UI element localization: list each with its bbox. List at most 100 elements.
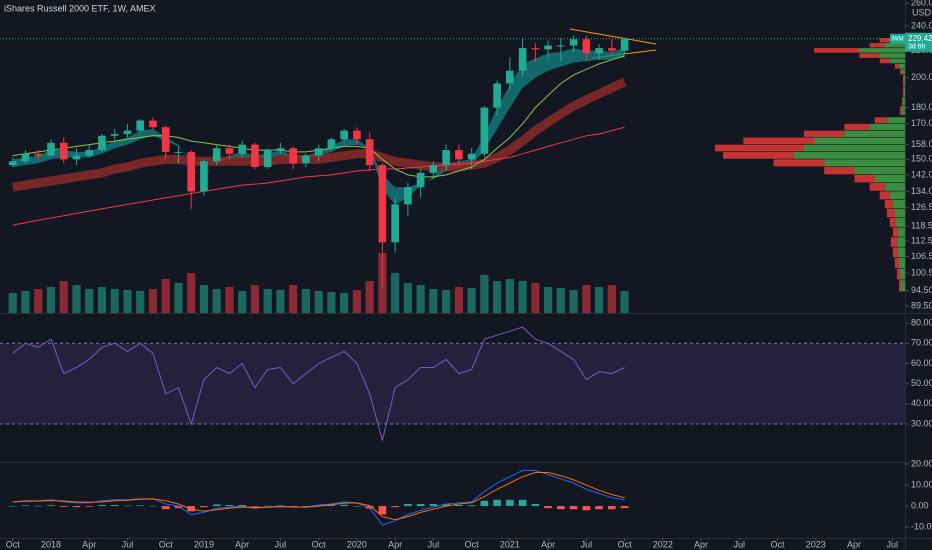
profile-down [773,159,825,167]
x-tick-label: Jul [886,539,898,549]
volume-bar [8,293,17,313]
candle-body [263,150,272,168]
macd-histogram [289,506,297,507]
macd-histogram [595,506,603,510]
profile-down [899,69,902,75]
macd-histogram [123,505,132,507]
profile-down [902,87,904,97]
macd-histogram [136,505,145,507]
volume-bar [365,281,374,313]
volume-bar [85,289,94,313]
macd-histogram [161,506,170,510]
x-tick-label: Apr [82,539,96,549]
y-tick-label: 50.00 [911,378,932,388]
macd-histogram [518,499,527,507]
candle-body [569,39,578,46]
y-tick-label: 0.00 [911,500,929,510]
y-tick-label: 200.00 [911,72,932,82]
macd-histogram [467,505,476,507]
macd-histogram [21,505,30,507]
profile-down [902,79,904,88]
profile-down [854,174,875,183]
profile-up [889,191,905,200]
chart-title: iShares Russell 2000 ETF, 1W, AMEX [4,3,156,13]
volume-bar [225,287,234,313]
candle-body [72,155,81,160]
macd-histogram [608,506,616,510]
profile-down [890,237,897,247]
volume-bar [429,289,438,313]
x-tick-label: Jul [275,539,287,549]
candle-body [21,153,30,162]
x-tick-label: Oct [159,539,174,549]
candle-body [557,45,565,47]
profile-up [902,96,905,106]
volume-bar [110,289,119,313]
profile-up [874,174,905,183]
profile-up [859,48,905,53]
candle-body [276,148,285,151]
macd-histogram [327,505,336,507]
macd-histogram [251,506,259,507]
candle-body [416,172,425,188]
x-tick-label: Oct [618,539,633,549]
volume-bar [531,283,540,313]
volume-bar [161,279,170,313]
x-tick-label: Jul [734,539,746,549]
candle-body [365,139,374,166]
x-tick-label: Apr [235,539,249,549]
macd-histogram [72,506,81,508]
volume-bar [340,293,349,313]
macd-histogram [238,505,247,507]
y-tick-label: 118.50 [911,221,932,231]
profile-up [894,208,905,218]
macd-line [12,469,625,526]
profile-up [899,268,905,280]
profile-up [895,218,905,227]
profile-up [803,144,905,152]
x-tick-label: 2018 [41,539,61,549]
moving-average [12,126,625,226]
candle-body [404,187,412,205]
volume-bar [250,285,260,313]
candle-body [467,153,476,160]
volume-bar [454,287,463,313]
x-tick-label: 2023 [806,539,826,549]
macd-histogram [557,506,565,510]
candle-body [518,48,527,71]
volume-bar [595,287,604,313]
macd-histogram [225,505,234,507]
volume-bar [327,292,336,313]
macd-histogram [442,503,450,507]
x-tick-label: Oct [312,539,327,549]
candle-body [98,135,106,151]
candle-body [85,150,94,156]
volume-bar [493,281,502,313]
y-tick-label: 40.00 [911,398,932,408]
symbol-tag: IWM [891,36,903,42]
volume-bar [97,287,107,313]
macd-histogram [544,506,552,509]
macd-histogram [416,503,425,507]
volume-bar [301,289,310,313]
profile-up [884,43,905,48]
macd-histogram [302,506,310,507]
macd-histogram [365,506,374,509]
candle-body [480,107,489,154]
y-tick-label: 142.00 [911,169,932,179]
volume-bar [314,291,323,313]
x-tick-label: Apr [541,539,555,549]
macd-histogram [429,503,438,507]
countdown: 3d 6h [908,44,926,51]
volume-bar [505,279,514,313]
profile-down [889,218,896,227]
y-tick-label: 134.00 [911,186,932,196]
macd-histogram [8,506,17,507]
candle-body [340,130,348,140]
profile-down [803,130,845,137]
candle-body [531,48,540,50]
volume-bar [263,289,272,313]
y-tick-label: 94.50 [911,285,932,295]
profile-up [824,159,905,167]
